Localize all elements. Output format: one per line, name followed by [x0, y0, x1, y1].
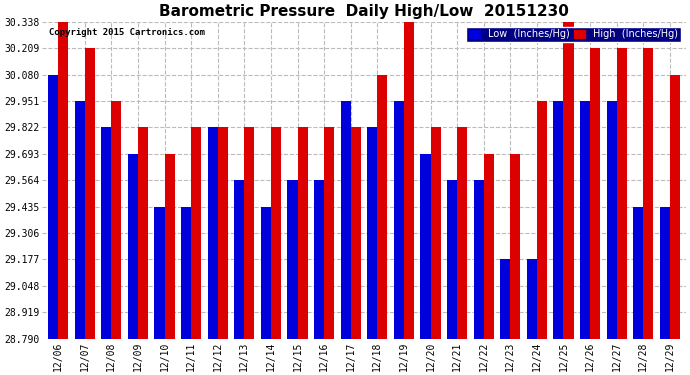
Bar [473, 180, 484, 339]
Bar [101, 128, 111, 339]
Bar [341, 101, 351, 339]
Bar [580, 101, 590, 339]
Bar [75, 101, 85, 339]
Bar [218, 128, 228, 339]
Bar [617, 48, 627, 339]
Bar [484, 154, 494, 339]
Bar [155, 207, 164, 339]
Bar [511, 154, 520, 339]
Bar [234, 180, 244, 339]
Bar [590, 48, 600, 339]
Bar [643, 48, 653, 339]
Bar [607, 101, 617, 339]
Bar [138, 128, 148, 339]
Bar [500, 260, 511, 339]
Bar [447, 180, 457, 339]
Legend: Low  (Inches/Hg), High  (Inches/Hg): Low (Inches/Hg), High (Inches/Hg) [466, 27, 681, 42]
Bar [553, 101, 564, 339]
Bar [526, 260, 537, 339]
Bar [314, 180, 324, 339]
Bar [297, 128, 308, 339]
Bar [164, 154, 175, 339]
Bar [377, 75, 387, 339]
Bar [181, 207, 191, 339]
Bar [85, 48, 95, 339]
Bar [457, 128, 467, 339]
Bar [324, 128, 334, 339]
Bar [670, 75, 680, 339]
Bar [128, 154, 138, 339]
Bar [367, 128, 377, 339]
Bar [660, 207, 670, 339]
Bar [404, 22, 414, 339]
Bar [420, 154, 431, 339]
Bar [564, 22, 573, 339]
Bar [537, 101, 547, 339]
Bar [394, 101, 404, 339]
Bar [48, 75, 58, 339]
Bar [633, 207, 643, 339]
Bar [288, 180, 297, 339]
Bar [58, 22, 68, 339]
Bar [271, 128, 281, 339]
Bar [244, 128, 255, 339]
Title: Barometric Pressure  Daily High/Low  20151230: Barometric Pressure Daily High/Low 20151… [159, 4, 569, 19]
Bar [261, 207, 271, 339]
Bar [191, 128, 201, 339]
Bar [431, 128, 441, 339]
Bar [208, 128, 218, 339]
Bar [111, 101, 121, 339]
Text: Copyright 2015 Cartronics.com: Copyright 2015 Cartronics.com [48, 28, 204, 37]
Bar [351, 128, 361, 339]
